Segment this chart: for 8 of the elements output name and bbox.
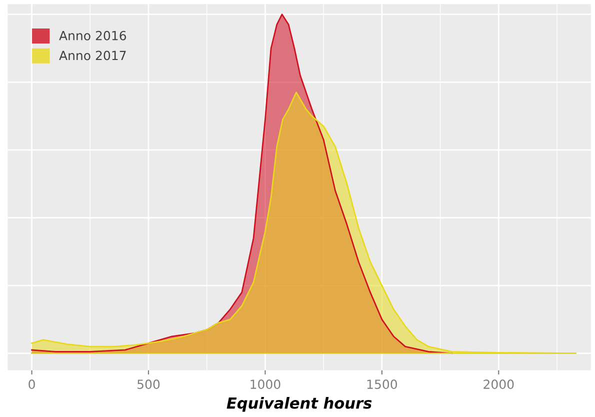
legend-label: Anno 2016 <box>59 30 126 40</box>
x-tick-label: 0 <box>28 380 35 389</box>
x-axis-title: Equivalent hours <box>226 396 372 412</box>
x-tick-label: 500 <box>138 380 160 389</box>
x-tick-label: 1500 <box>367 380 397 389</box>
x-tick-label: 2000 <box>484 380 514 389</box>
legend-label: Anno 2017 <box>59 50 126 60</box>
x-tick-label: 1000 <box>250 380 280 389</box>
